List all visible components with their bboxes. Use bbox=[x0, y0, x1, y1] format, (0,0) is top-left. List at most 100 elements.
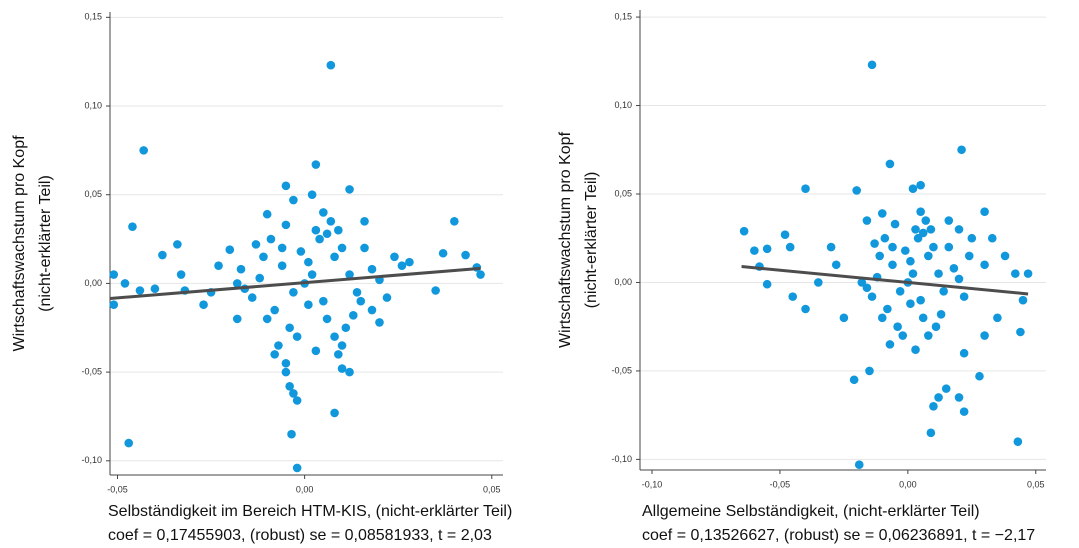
point bbox=[865, 366, 874, 376]
point bbox=[867, 292, 877, 301]
point bbox=[911, 345, 920, 354]
point bbox=[289, 287, 298, 297]
y-tick-label: 0,05 bbox=[84, 189, 102, 199]
point bbox=[1000, 251, 1010, 261]
stats-label: coef = 0,17455903, (robust) se = 0,08581… bbox=[108, 527, 492, 544]
x-tick-label: -0,05 bbox=[770, 479, 791, 489]
point bbox=[232, 314, 242, 324]
point bbox=[281, 358, 291, 368]
point bbox=[862, 216, 872, 225]
point bbox=[826, 242, 836, 252]
point bbox=[360, 243, 369, 253]
point bbox=[109, 270, 119, 279]
x-axis-label: Selbständigkeit im Bereich HTM-KIS, (nic… bbox=[108, 503, 512, 520]
point bbox=[139, 146, 148, 155]
point bbox=[307, 270, 317, 279]
point bbox=[888, 242, 897, 252]
x-axis-label: Allgemeine Selbständigkeit, (nicht-erklä… bbox=[642, 503, 980, 520]
y-tick-label: 0,05 bbox=[614, 188, 632, 198]
y-tick-label: -0,10 bbox=[81, 455, 102, 465]
point bbox=[337, 243, 347, 253]
point bbox=[831, 260, 841, 270]
point bbox=[924, 331, 933, 340]
point bbox=[120, 279, 130, 288]
point bbox=[274, 341, 283, 350]
point bbox=[270, 350, 279, 359]
point bbox=[929, 402, 938, 411]
point bbox=[900, 246, 910, 255]
point bbox=[397, 261, 407, 270]
y-tick-label: -0,05 bbox=[611, 365, 632, 375]
point bbox=[941, 384, 951, 393]
y-axis-label: (nicht-erklärter Teil) bbox=[37, 175, 54, 312]
point bbox=[893, 322, 902, 331]
point bbox=[277, 243, 287, 253]
point bbox=[158, 250, 167, 260]
point bbox=[438, 248, 448, 258]
point bbox=[1018, 295, 1028, 305]
point bbox=[801, 184, 810, 193]
point bbox=[431, 286, 440, 295]
point bbox=[926, 428, 936, 438]
point bbox=[1016, 327, 1025, 337]
point bbox=[867, 60, 877, 70]
point bbox=[135, 286, 145, 295]
point bbox=[870, 239, 879, 248]
point bbox=[307, 190, 317, 200]
point bbox=[929, 242, 938, 252]
point bbox=[1011, 269, 1020, 278]
point bbox=[285, 323, 294, 333]
point bbox=[341, 323, 351, 333]
point bbox=[225, 245, 235, 255]
point bbox=[214, 261, 223, 270]
point bbox=[885, 340, 895, 349]
point bbox=[959, 407, 969, 416]
point bbox=[857, 278, 867, 287]
point bbox=[311, 225, 321, 235]
point bbox=[852, 186, 861, 195]
point bbox=[199, 300, 208, 310]
x-tick-label: 0,00 bbox=[296, 484, 314, 494]
point bbox=[277, 261, 287, 270]
point bbox=[287, 429, 296, 439]
point bbox=[319, 208, 328, 217]
point bbox=[262, 209, 272, 219]
point bbox=[334, 225, 343, 235]
point bbox=[993, 313, 1002, 323]
point bbox=[944, 242, 954, 252]
point bbox=[289, 389, 298, 398]
point bbox=[906, 299, 915, 308]
point bbox=[762, 244, 772, 254]
point bbox=[296, 247, 306, 256]
point bbox=[880, 233, 890, 243]
point bbox=[247, 293, 257, 302]
point bbox=[405, 257, 414, 267]
point bbox=[326, 60, 336, 70]
point bbox=[980, 331, 989, 340]
point bbox=[916, 180, 925, 190]
x-tick-label: 0,05 bbox=[483, 484, 501, 494]
point bbox=[292, 332, 302, 341]
y-tick-label: 0,15 bbox=[614, 11, 632, 21]
point bbox=[251, 240, 261, 249]
y-axis-label: Wirtschaftswachstum pro Kopf bbox=[557, 131, 574, 348]
point bbox=[849, 375, 859, 385]
point bbox=[964, 251, 974, 261]
point bbox=[957, 145, 966, 155]
point bbox=[292, 463, 302, 473]
point bbox=[888, 260, 897, 270]
point bbox=[911, 225, 920, 234]
point bbox=[330, 252, 339, 262]
point bbox=[959, 348, 969, 358]
point bbox=[916, 207, 925, 216]
point bbox=[883, 304, 892, 314]
point bbox=[262, 314, 272, 324]
point bbox=[918, 313, 928, 323]
point bbox=[232, 279, 242, 288]
point bbox=[345, 367, 354, 377]
y-tick-label: -0,05 bbox=[81, 366, 102, 376]
point bbox=[980, 207, 989, 216]
point bbox=[926, 225, 936, 234]
y-tick-label: -0,10 bbox=[611, 454, 632, 464]
point bbox=[285, 382, 294, 391]
